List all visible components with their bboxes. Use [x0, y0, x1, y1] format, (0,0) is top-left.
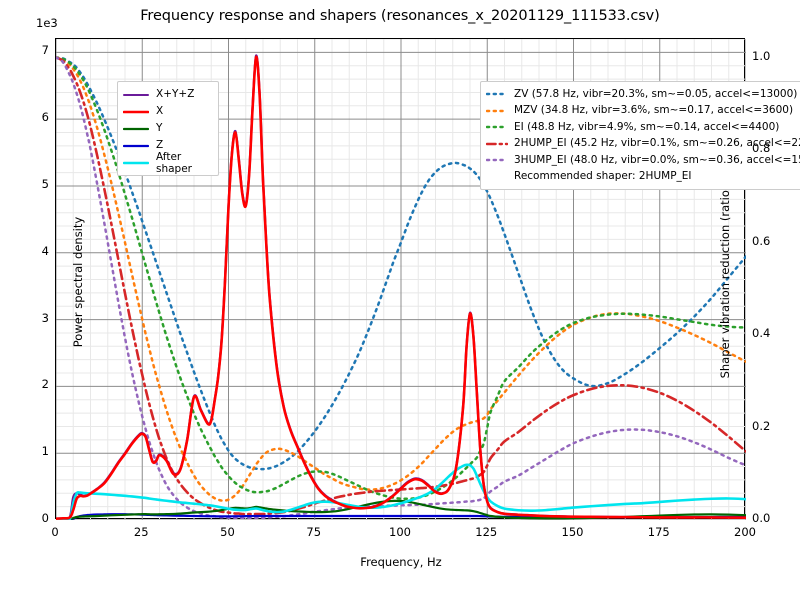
y-tick-right: 0.4 [752, 326, 771, 340]
y-tick-left: 1 [41, 444, 49, 459]
legend-swatch-line-icon [123, 157, 149, 169]
x-tick: 150 [561, 525, 584, 539]
legend-item-2hump_ei: 2HUMP_EI (45.2 Hz, vibr=0.1%, sm~=0.26, … [486, 136, 800, 153]
legend-label: Y [156, 122, 163, 134]
x-axis-label: Frequency, Hz [360, 555, 442, 569]
recommended-shaper-note: Recommended shaper: 2HUMP_EI [486, 169, 800, 186]
y-tick-left: 7 [41, 43, 49, 58]
y-tick-right: 1.0 [752, 48, 771, 63]
legend-swatch-line-icon [123, 140, 149, 152]
legend-swatch-line-icon [123, 89, 149, 101]
y-tick-left: 3 [41, 310, 49, 325]
recommended-shaper-label: Recommended shaper: 2HUMP_EI [514, 170, 692, 183]
legend-item-z: Z [123, 137, 212, 154]
x-tick: 25 [133, 525, 149, 539]
x-tick: 175 [647, 525, 670, 539]
legend-swatch-line-icon [486, 88, 508, 100]
x-tick: 125 [475, 525, 498, 539]
legend-swatch-line-icon [486, 154, 508, 166]
legend-label: MZV (34.8 Hz, vibr=3.6%, sm~=0.17, accel… [514, 104, 794, 117]
legend-item-x-y-z: X+Y+Z [123, 86, 212, 103]
legend-label: X [156, 105, 164, 117]
x-tick: 0 [51, 525, 59, 539]
x-tick: 50 [220, 525, 235, 539]
plot-area: Power spectral density Shaper vibration … [55, 38, 800, 569]
legend-swatch-line-icon [486, 105, 508, 117]
y-tick-left: 5 [41, 176, 49, 191]
legend-label: After shaper [156, 150, 193, 175]
legend-label: 2HUMP_EI (45.2 Hz, vibr=0.1%, sm~=0.26, … [514, 137, 800, 150]
legend-item-ei: EI (48.8 Hz, vibr=4.9%, sm~=0.14, accel<… [486, 119, 800, 136]
legend-label: ZV (57.8 Hz, vibr=20.3%, sm~=0.05, accel… [514, 87, 798, 100]
y-tick-left: 6 [41, 110, 49, 125]
legend-label: Z [156, 139, 164, 151]
legend-item-x: X [123, 103, 212, 120]
y-tick-left: 4 [41, 243, 49, 258]
legend-shapers: ZV (57.8 Hz, vibr=20.3%, sm~=0.05, accel… [480, 81, 800, 190]
legend-item-mzv: MZV (34.8 Hz, vibr=3.6%, sm~=0.17, accel… [486, 103, 800, 120]
y-axis-exponent-label: 1e3 [36, 16, 58, 30]
legend-item-after-shaper: After shaper [123, 151, 212, 175]
legend-swatch-line-icon [123, 123, 149, 135]
legend-item-y: Y [123, 120, 212, 137]
x-tick: 200 [734, 525, 756, 539]
legend-item-zv: ZV (57.8 Hz, vibr=20.3%, sm~=0.05, accel… [486, 86, 800, 103]
y-tick-right: 0.0 [752, 511, 771, 525]
legend-swatch-line-icon [123, 106, 149, 118]
x-tick: 100 [389, 525, 411, 539]
y-tick-right: 0.2 [752, 418, 771, 433]
y-tick-left: 2 [41, 377, 49, 392]
legend-signals: X+Y+Z X Y Z After shaper [117, 81, 219, 176]
legend-item-3hump_ei: 3HUMP_EI (48.0 Hz, vibr=0.0%, sm~=0.36, … [486, 152, 800, 169]
y-tick-right: 0.8 [752, 141, 771, 155]
legend-label: EI (48.8 Hz, vibr=4.9%, sm~=0.14, accel<… [514, 120, 780, 133]
psd-curves [56, 54, 746, 520]
page-title: Frequency response and shapers (resonanc… [140, 8, 660, 24]
y-tick-right: 0.6 [752, 233, 771, 248]
shaper-curves [56, 56, 746, 519]
legend-label: 3HUMP_EI (48.0 Hz, vibr=0.0%, sm~=0.36, … [514, 153, 800, 166]
y-tick-left: 0 [41, 511, 49, 525]
legend-swatch-line-icon [486, 121, 508, 133]
legend-label: X+Y+Z [156, 88, 195, 100]
x-tick: 75 [306, 525, 322, 539]
y-axis-label-left: Power spectral density [71, 216, 85, 348]
legend-swatch-line-icon [486, 138, 508, 150]
